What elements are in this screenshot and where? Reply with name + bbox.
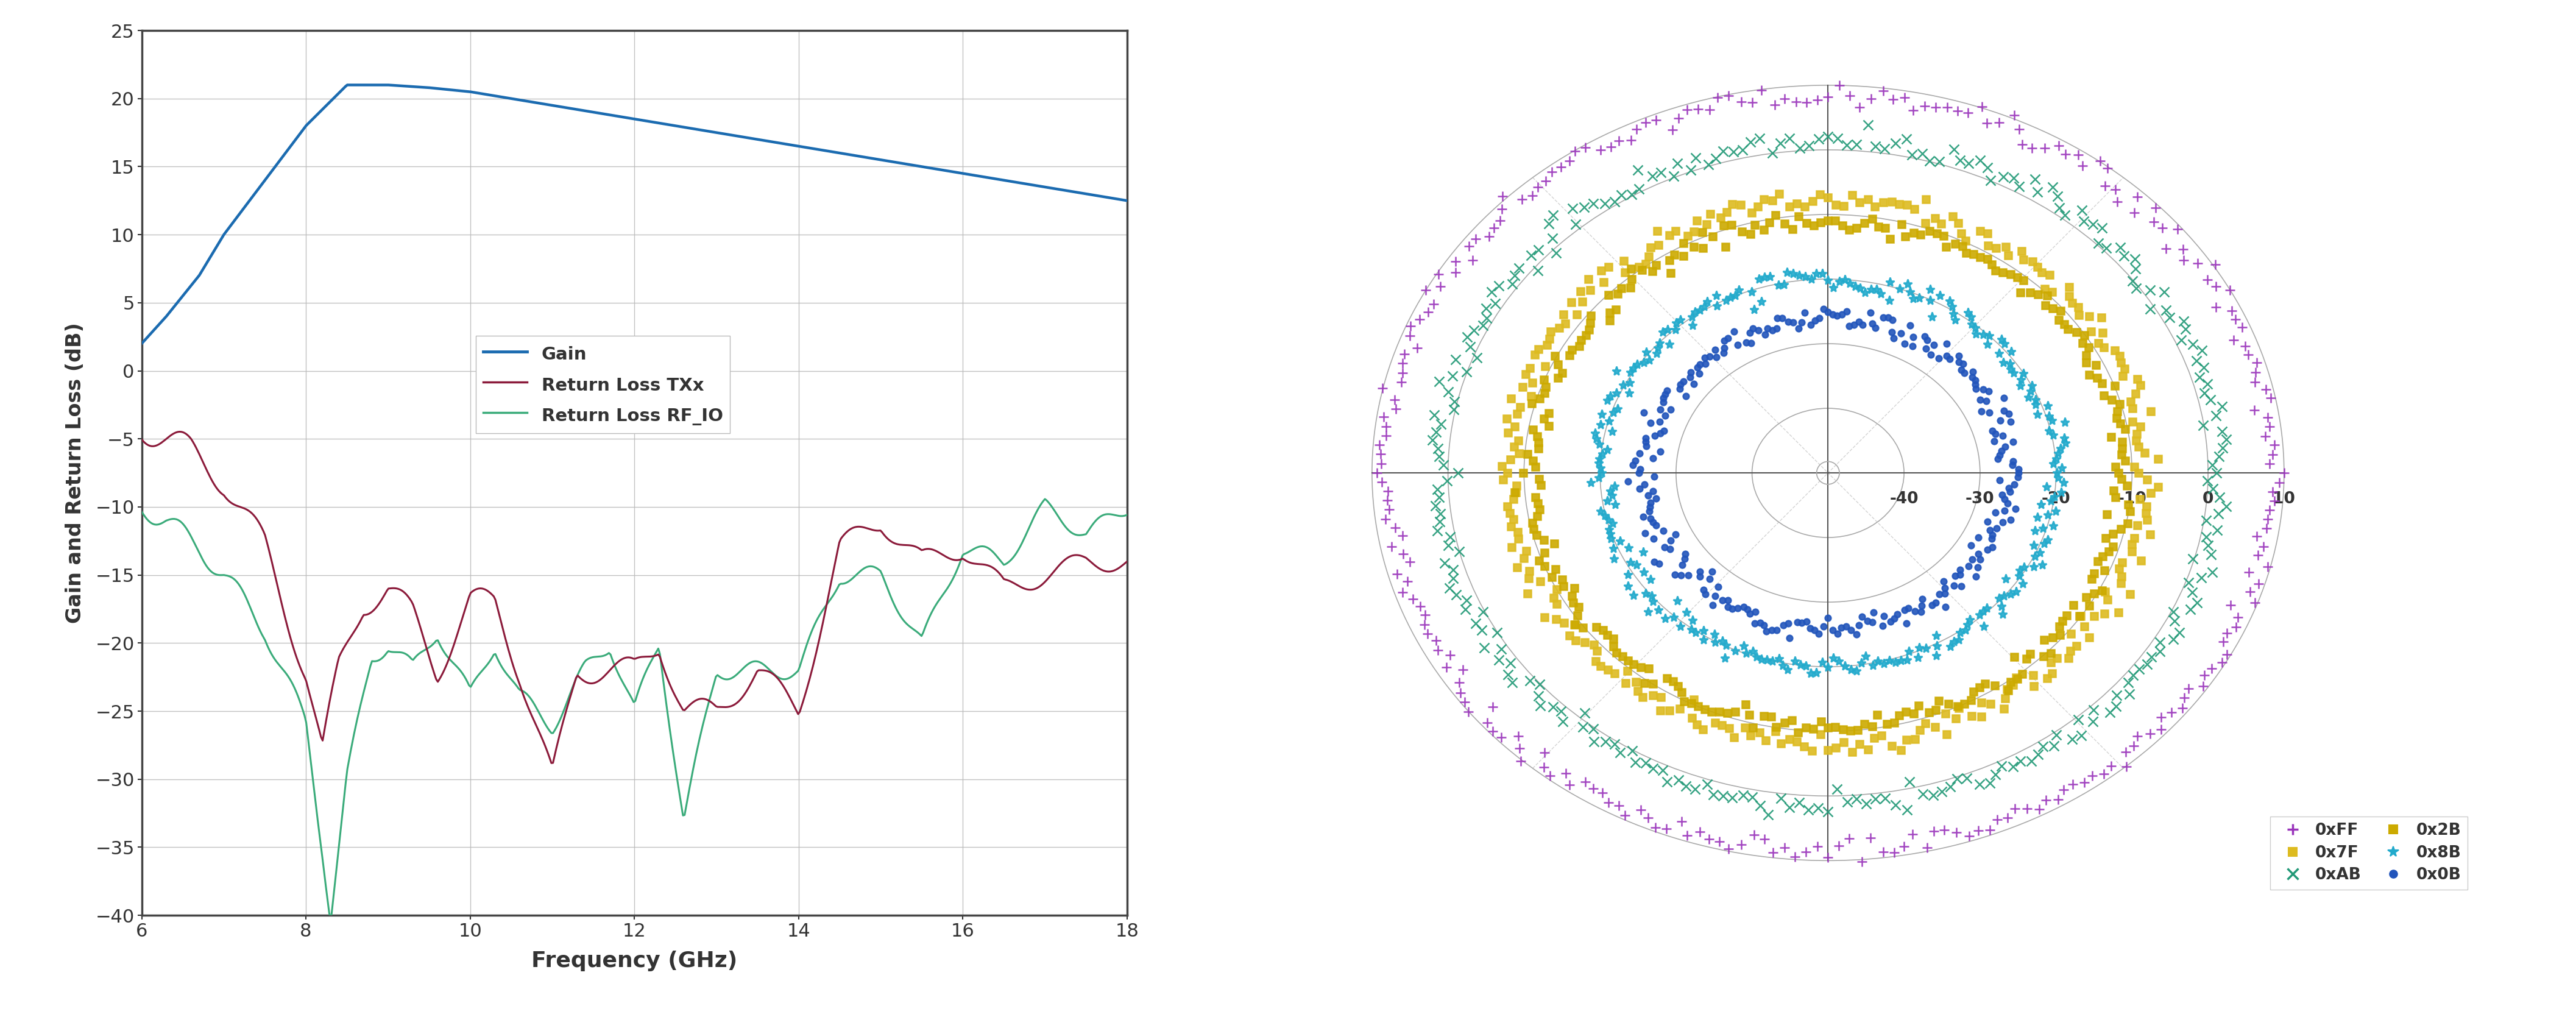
Text: -20: -20 [2043, 491, 2071, 507]
Text: -40: -40 [1891, 491, 1919, 507]
Legend: Gain, Return Loss TXx, Return Loss RF_IO: Gain, Return Loss TXx, Return Loss RF_IO [477, 336, 729, 433]
Y-axis label: Gain and Return Loss (dB): Gain and Return Loss (dB) [64, 322, 85, 623]
Text: -10: -10 [2117, 491, 2146, 507]
Text: -30: -30 [1965, 491, 1994, 507]
Legend: 0xFF, 0x7F, 0xAB, 0x2B, 0x8B, 0x0B: 0xFF, 0x7F, 0xAB, 0x2B, 0x8B, 0x0B [2269, 817, 2468, 890]
X-axis label: Frequency (GHz): Frequency (GHz) [531, 950, 737, 971]
Text: 0: 0 [2202, 491, 2213, 507]
Text: 10: 10 [2272, 491, 2295, 507]
